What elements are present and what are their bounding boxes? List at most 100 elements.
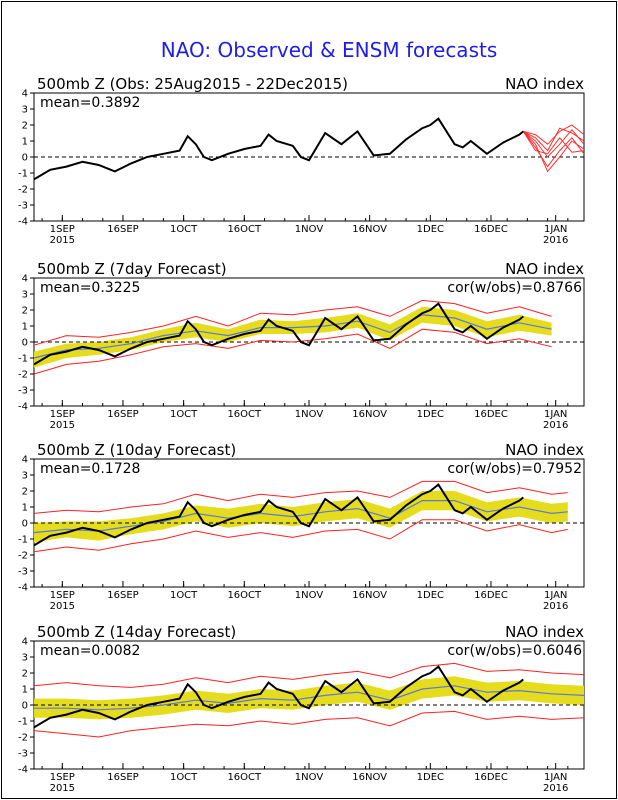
y-tick-label: 3 (22, 653, 28, 664)
min-bound-line (33, 328, 552, 375)
correlation-label: cor(w/obs)=0.6046 (447, 643, 582, 659)
y-tick-label: 0 (22, 153, 28, 164)
x-tick-label: 1SEP (50, 772, 75, 783)
x-tick-label: 1JAN (544, 409, 567, 420)
y-tick-label: 4 (22, 455, 28, 466)
panel-title: 500mb Z (10day Forecast) (37, 441, 236, 459)
ensemble-mean-line (34, 685, 585, 711)
x-tick-year: 2015 (50, 783, 75, 794)
y-tick-label: 4 (22, 89, 28, 100)
chart-panel-1: 500mb Z (Obs: 25Aug2015 - 22Dec2015) NAO … (18, 75, 585, 246)
y-tick-label: 1 (22, 503, 28, 514)
x-tick-label: 16NOV (352, 224, 387, 235)
spread-band (34, 306, 552, 368)
y-tick-label: 1 (22, 322, 28, 333)
y-tick-label: 3 (22, 471, 28, 482)
x-tick-label: 1NOV (295, 409, 324, 420)
x-tick-label: 1JAN (544, 772, 567, 783)
y-tick-label: -1 (18, 354, 28, 365)
y-tick-label: 1 (22, 137, 28, 148)
y-tick-label: -2 (18, 185, 28, 196)
x-tick-year: 2016 (543, 420, 568, 431)
x-tick-label: 1JAN (544, 224, 567, 235)
x-tick-label: 1SEP (50, 590, 75, 601)
x-tick-year: 2015 (50, 420, 75, 431)
x-tick-label: 1NOV (295, 772, 324, 783)
chart-panel-2: 500mb Z (7day Forecast) NAO index mean=0.3… (18, 260, 585, 431)
x-tick-year: 2016 (543, 235, 568, 246)
x-tick-label: 1NOV (295, 590, 324, 601)
x-tick-label: 1SEP (50, 409, 75, 420)
x-tick-label: 1SEP (50, 224, 75, 235)
y-tick-label: 0 (22, 701, 28, 712)
mean-label: mean=0.0082 (40, 643, 140, 659)
panel-title: 500mb Z (Obs: 25Aug2015 - 22Dec2015) (37, 75, 348, 93)
x-tick-year: 2015 (50, 601, 75, 612)
x-tick-label: 16NOV (352, 409, 387, 420)
max-bound-line (33, 480, 568, 514)
x-tick-label: 1OCT (170, 590, 198, 601)
y-tick-label: -3 (18, 567, 28, 578)
observed-line (33, 665, 524, 729)
x-tick-label: 1DEC (417, 772, 444, 783)
y-tick-label: -4 (18, 217, 28, 228)
mean-label: mean=0.3225 (40, 280, 140, 296)
x-tick-label: 1DEC (417, 224, 444, 235)
y-tick-label: 4 (22, 637, 28, 648)
x-tick-label: 16DEC (474, 590, 508, 601)
y-tick-label: 3 (22, 290, 28, 301)
x-tick-label: 16DEC (474, 409, 508, 420)
x-tick-label: 16SEP (107, 409, 138, 420)
panel-title: 500mb Z (14day Forecast) (37, 623, 236, 641)
forecast-member-line-4 (522, 131, 585, 173)
x-tick-label: 16NOV (352, 772, 387, 783)
y-tick-label: 1 (22, 685, 28, 696)
x-tick-year: 2016 (543, 783, 568, 794)
max-bound-line (33, 299, 552, 346)
min-bound-line (33, 519, 568, 553)
forecast-member-line-5 (523, 127, 585, 152)
y-tick-label: 0 (22, 338, 28, 349)
x-tick-label: 1DEC (417, 409, 444, 420)
x-tick-label: 16DEC (474, 224, 508, 235)
panels: 500mb Z (Obs: 25Aug2015 - 22Dec2015) NAO … (18, 75, 585, 794)
x-tick-label: 16NOV (352, 590, 387, 601)
ensemble-mean-line (33, 500, 568, 534)
x-tick-label: 1JAN (544, 590, 567, 601)
x-tick-label: 16SEP (107, 224, 138, 235)
min-bound-line (33, 710, 585, 738)
y-tick-label: 3 (22, 105, 28, 116)
panel-right-label: NAO index (505, 441, 584, 459)
y-tick-label: -3 (18, 201, 28, 212)
y-tick-label: -4 (18, 583, 28, 594)
y-tick-label: -2 (18, 733, 28, 744)
x-tick-label: 16OCT (227, 590, 262, 601)
x-tick-label: 16SEP (107, 590, 138, 601)
x-tick-label: 1OCT (170, 224, 198, 235)
y-tick-label: 2 (22, 669, 28, 680)
y-tick-label: 4 (22, 274, 28, 285)
y-tick-label: 2 (22, 121, 28, 132)
max-bound-line (33, 662, 585, 688)
panel-title: 500mb Z (7day Forecast) (37, 260, 227, 278)
x-tick-year: 2015 (50, 235, 75, 246)
x-tick-year: 2016 (543, 601, 568, 612)
x-tick-label: 16SEP (107, 772, 138, 783)
x-tick-label: 16OCT (227, 224, 262, 235)
chart-panel-3: 500mb Z (10day Forecast) NAO index mean=0.… (18, 441, 585, 612)
y-tick-label: 2 (22, 306, 28, 317)
forecast-member-line-6 (522, 131, 585, 155)
forecast-member-line-2 (522, 131, 585, 168)
y-tick-label: -4 (18, 765, 28, 776)
chart-panel-4: 500mb Z (14day Forecast) NAO index mean=0.… (18, 623, 585, 794)
forecast-member-line-3 (523, 124, 585, 145)
correlation-label: cor(w/obs)=0.8766 (447, 280, 582, 296)
x-tick-label: 1DEC (417, 590, 444, 601)
y-tick-label: -1 (18, 535, 28, 546)
y-tick-label: -2 (18, 370, 28, 381)
panel-right-label: NAO index (505, 260, 584, 278)
correlation-label: cor(w/obs)=0.7952 (447, 461, 582, 477)
mean-label: mean=0.3892 (40, 95, 140, 111)
